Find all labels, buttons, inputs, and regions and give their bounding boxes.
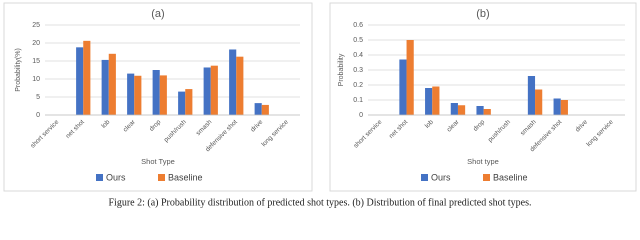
x-tick-label: clear (446, 118, 462, 134)
x-tick-label: push/rush (487, 118, 512, 143)
x-tick-label: short service (29, 118, 60, 149)
x-tick-label: short service (352, 118, 383, 149)
bar (108, 53, 116, 115)
bar (76, 47, 84, 115)
x-tick-label: smash (195, 118, 214, 137)
bar (406, 40, 414, 115)
x-tick-label: lob (424, 118, 435, 129)
bar (483, 109, 491, 115)
y-tick-label: 0.5 (353, 37, 363, 44)
legend-label: Baseline (168, 172, 203, 182)
x-tick-label: long service (585, 118, 615, 148)
bar (476, 106, 484, 115)
bar (450, 103, 458, 115)
legend-label: Ours (106, 172, 126, 182)
x-tick-label: drive (249, 118, 264, 133)
y-tick-label: 0.4 (353, 52, 363, 59)
bar (152, 70, 160, 115)
x-tick-label: clear (122, 118, 138, 134)
bar (159, 75, 167, 115)
y-tick-label: 25 (32, 22, 40, 29)
x-tick-label: net shot (65, 119, 86, 140)
bar (185, 89, 193, 115)
bar (399, 59, 407, 115)
bar (535, 89, 543, 115)
y-tick-label: 0 (359, 112, 363, 119)
y-tick-label: 15 (32, 58, 40, 65)
caption: Figure 2: (a) Probability distribution o… (109, 197, 532, 208)
x-tick-label: long service (260, 118, 290, 148)
panel-border (329, 2, 637, 192)
chart-title: (a) (151, 8, 164, 20)
x-tick-label: drive (574, 118, 589, 133)
y-tick-label: 0.6 (353, 22, 363, 29)
x-axis-label: Shot type (467, 157, 499, 166)
bar (261, 104, 269, 115)
y-tick-label: 0.3 (353, 67, 363, 74)
bar (83, 40, 91, 116)
x-tick-label: drop (472, 118, 486, 132)
y-tick-label: 5 (36, 94, 40, 101)
x-tick-label: smash (519, 118, 538, 137)
bar (203, 67, 211, 115)
x-tick-label: drop (148, 118, 162, 132)
bar (432, 86, 440, 115)
y-tick-label: 0.2 (353, 82, 363, 89)
x-tick-label: net shot (388, 119, 409, 140)
bar (527, 76, 536, 115)
bar (236, 56, 244, 115)
figure: Figure 2: (a) Probability distribution o… (3, 2, 637, 208)
legend-swatch (96, 174, 103, 181)
y-tick-label: 10 (32, 76, 40, 83)
bar (560, 100, 568, 115)
bar (101, 59, 109, 115)
y-axis-label: Probability(%) (15, 48, 22, 92)
bar (229, 49, 237, 116)
chart-title: (b) (476, 8, 489, 20)
bar (178, 91, 186, 115)
y-tick-label: 0 (36, 112, 40, 119)
legend-swatch (483, 174, 490, 181)
y-axis-label: Probability (338, 53, 345, 86)
x-tick-label: push/rush (163, 118, 188, 143)
x-tick-label: lob (100, 118, 111, 129)
y-tick-label: 20 (32, 40, 40, 47)
y-tick-label: 0.1 (353, 97, 363, 104)
bar (457, 105, 466, 115)
x-axis-label: Shot Type (141, 157, 175, 166)
legend-swatch (421, 174, 428, 181)
bar (553, 98, 561, 115)
bar (425, 88, 433, 115)
panel-border (3, 2, 313, 192)
legend-label: Baseline (493, 172, 528, 182)
legend-swatch (158, 174, 165, 181)
bar (254, 103, 262, 115)
bar (127, 73, 135, 115)
bar (210, 65, 218, 115)
bar (134, 75, 142, 115)
legend-label: Ours (431, 172, 451, 182)
